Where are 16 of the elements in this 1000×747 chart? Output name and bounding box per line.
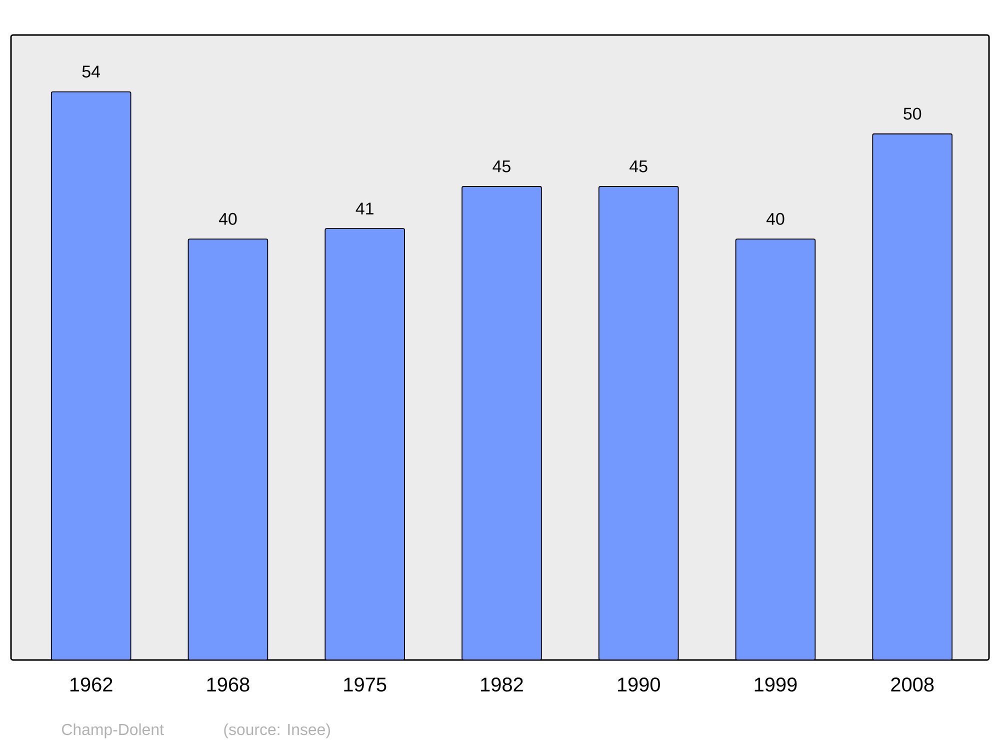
text: (source: Insee) (224, 723, 330, 738)
data-label: 45 (492, 160, 510, 172)
x-tick-label: 1990 (618, 678, 660, 692)
x-tick-label: 1975 (344, 678, 386, 692)
data-label: 40 (218, 212, 237, 225)
x-tick-label: 1962 (70, 678, 112, 692)
data-label: 41 (356, 202, 374, 214)
data-label: 45 (630, 160, 648, 172)
x-tick-label: 1982 (481, 678, 523, 692)
x-tick-label: 2008 (891, 678, 934, 692)
data-label: 40 (766, 212, 784, 225)
x-tick-label: 1968 (207, 678, 250, 692)
text: Champ-Dolent (62, 723, 164, 738)
x-tick-label: 1999 (754, 678, 797, 692)
data-label: 50 (904, 108, 922, 120)
data-label: 54 (82, 66, 100, 78)
